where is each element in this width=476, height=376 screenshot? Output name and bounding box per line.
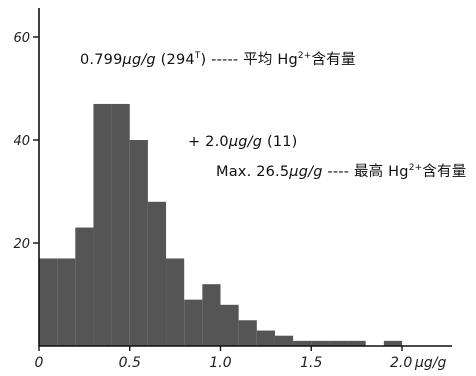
overflow-annotation: + 2.0μg/g (11): [188, 134, 298, 150]
histogram-bar: [329, 340, 348, 346]
histogram-bar: [184, 299, 203, 346]
x-tick-label: 0.5: [119, 355, 141, 371]
max-label-suffix: 含有量: [422, 164, 467, 180]
histogram-bar: [111, 103, 130, 346]
x-tick-label: 0: [35, 355, 44, 371]
max-value: Max. 26.5: [216, 164, 290, 180]
histogram-bar: [383, 340, 402, 346]
mean-count-close: ): [200, 52, 207, 68]
max-label: 最高 Hg: [353, 164, 409, 180]
max-unit: μg/g: [289, 164, 323, 180]
histogram-bar: [202, 284, 221, 346]
max-annotation: Max. 26.5μg/g ---- 最高 Hg2+含有量: [216, 160, 466, 181]
overflow-count: (11): [266, 134, 298, 150]
histogram-bar: [293, 340, 312, 346]
mean-label: 平均 Hg: [243, 52, 298, 68]
histogram-bar: [311, 340, 330, 346]
histogram-bar: [166, 258, 185, 346]
mean-superscript: 2+: [297, 51, 312, 62]
y-tick-label: 60: [13, 31, 30, 46]
histogram-bar: [256, 330, 275, 346]
max-dashes: ----: [327, 164, 350, 180]
histogram-bar: [129, 140, 148, 346]
bars-group: [39, 103, 402, 346]
mean-value: 0.799: [80, 52, 123, 68]
overflow-value: + 2.0: [188, 134, 229, 150]
mean-label-suffix: 含有量: [311, 52, 356, 68]
x-unit-label: μg/g: [414, 355, 447, 371]
mean-dashes: -----: [211, 52, 239, 68]
histogram-bar: [57, 258, 76, 346]
y-tick-label: 40: [13, 134, 30, 149]
overflow-unit: μg/g: [228, 134, 263, 150]
y-tick-label: 20: [13, 237, 30, 252]
histogram-bar: [220, 304, 239, 346]
histogram-bar: [75, 227, 94, 346]
histogram-bar: [147, 201, 167, 346]
x-tick-label: 1.0: [209, 355, 231, 371]
mean-unit: μg/g: [122, 52, 156, 68]
histogram-bar: [93, 103, 112, 346]
histogram-bar: [347, 340, 366, 346]
axes-group: [38, 8, 452, 347]
mean-count-suffix: T: [194, 51, 201, 62]
histogram-bar: [274, 335, 294, 346]
mean-annotation: 0.799μg/g (294T) ----- 平均 Hg2+含有量: [80, 48, 356, 69]
x-tick-label: 1.5: [300, 355, 322, 371]
histogram-bar: [238, 320, 257, 346]
histogram-bar: [39, 258, 58, 346]
mean-count: (294: [160, 52, 195, 68]
max-superscript: 2+: [408, 163, 423, 174]
x-tick-label: 2.0: [390, 355, 412, 371]
